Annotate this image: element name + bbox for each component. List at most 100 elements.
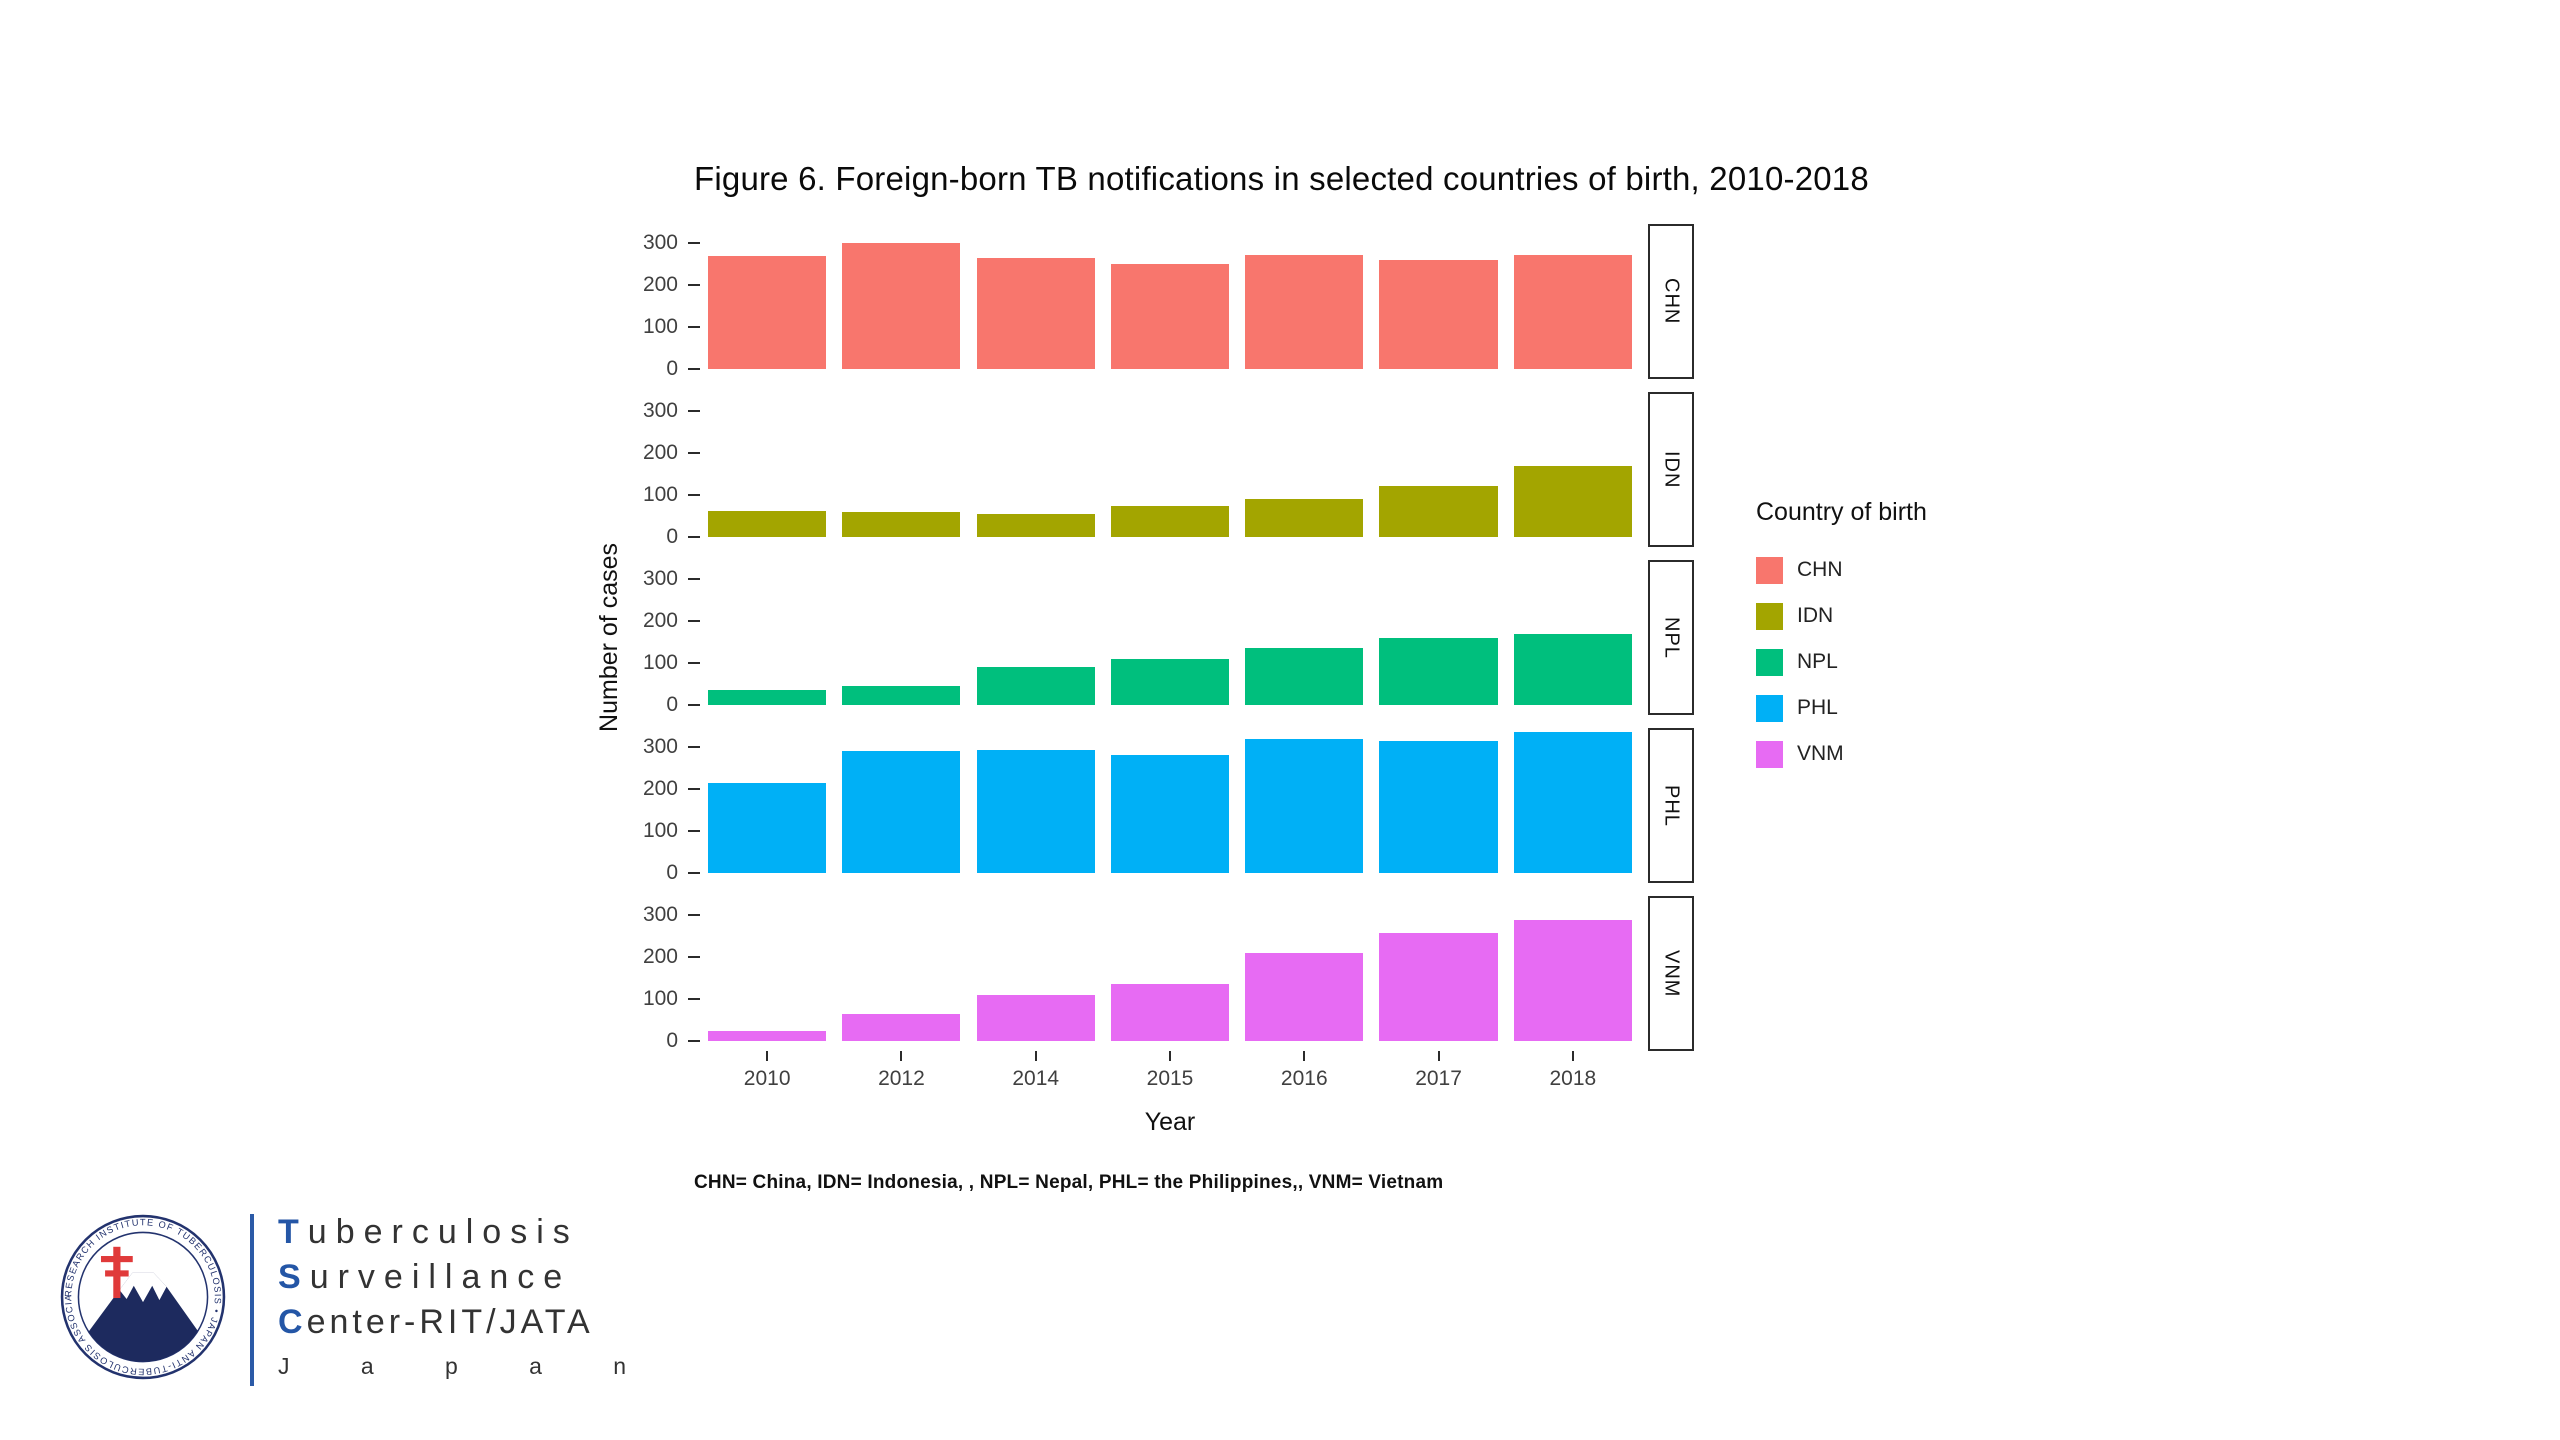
x-tick-mark bbox=[1303, 1051, 1306, 1061]
bar-vnm-2016 bbox=[1245, 952, 1364, 1041]
y-tick-mark bbox=[688, 284, 700, 286]
facet-strip-idn: IDN bbox=[1648, 392, 1694, 547]
bar-chn-2010 bbox=[708, 255, 827, 369]
bar-vnm-2015 bbox=[1110, 984, 1230, 1041]
legend-swatch bbox=[1756, 648, 1783, 676]
bar-npl-2018 bbox=[1513, 633, 1632, 705]
y-tick-label: 100 bbox=[642, 819, 678, 842]
faceted-bar-chart: 0 100 200 300 CHN 0 100 200 300 IDN 0 100 200 300 NPL 0… bbox=[560, 224, 1720, 1090]
bar-chn-2012 bbox=[842, 243, 961, 369]
y-tick-label: 300 bbox=[642, 399, 678, 422]
y-tick-label: 100 bbox=[642, 651, 678, 674]
bar-chn-2016 bbox=[1245, 254, 1364, 369]
y-tick-label: 300 bbox=[642, 567, 678, 590]
facet-strip-phl: PHL bbox=[1648, 728, 1694, 883]
y-tick-label: 0 bbox=[666, 525, 678, 548]
x-tick-label: 2012 bbox=[878, 1067, 925, 1090]
bar-npl-2015 bbox=[1110, 658, 1230, 705]
cross-of-lorraine-icon bbox=[100, 1246, 133, 1299]
facet-panel-phl bbox=[700, 728, 1640, 883]
y-tick-label: 300 bbox=[642, 903, 678, 926]
y-tick-mark bbox=[688, 326, 700, 328]
footnote: CHN= China, IDN= Indonesia, , NPL= Nepal… bbox=[694, 1172, 1444, 1193]
facet-panel-vnm bbox=[700, 896, 1640, 1051]
y-tick-mark bbox=[688, 872, 700, 874]
logo-accent-letter: C bbox=[278, 1303, 307, 1341]
bar-vnm-2012 bbox=[842, 1013, 961, 1041]
bar-idn-2014 bbox=[976, 513, 1095, 537]
x-tick-label: 2016 bbox=[1280, 1067, 1328, 1090]
y-tick-mark bbox=[688, 452, 700, 454]
x-axis-title: Year bbox=[1144, 1108, 1196, 1136]
legend-item-idn: IDN bbox=[1756, 593, 1927, 639]
facet-strip-label: NPL bbox=[1660, 616, 1683, 659]
logo-divider bbox=[250, 1214, 254, 1386]
bar-npl-2016 bbox=[1245, 648, 1364, 705]
bar-phl-2018 bbox=[1513, 732, 1632, 873]
facet-strip-npl: NPL bbox=[1648, 560, 1694, 715]
legend-swatch bbox=[1756, 602, 1783, 630]
y-tick-label: 100 bbox=[642, 315, 678, 338]
legend-label: CHN bbox=[1797, 558, 1843, 581]
x-tick-mark bbox=[900, 1051, 903, 1061]
x-tick-mark bbox=[766, 1051, 769, 1061]
logo-accent-letter: S bbox=[278, 1258, 310, 1296]
bar-vnm-2010 bbox=[708, 1030, 827, 1041]
legend-item-vnm: VNM bbox=[1756, 731, 1927, 777]
legend-item-npl: NPL bbox=[1756, 639, 1927, 685]
bar-idn-2017 bbox=[1379, 485, 1498, 537]
legend-swatch bbox=[1756, 694, 1783, 722]
bar-phl-2014 bbox=[976, 750, 1095, 873]
bar-chn-2018 bbox=[1513, 254, 1632, 369]
logo-line-tuberculosis: Tuberculosis bbox=[278, 1213, 579, 1251]
x-tick-label: 2018 bbox=[1549, 1067, 1597, 1090]
bar-npl-2012 bbox=[842, 686, 961, 705]
y-tick-mark bbox=[688, 620, 700, 622]
legend-items: CHN IDN NPL PHL VNM bbox=[1756, 547, 1927, 777]
tsc-logo-icon: RESEARCH INSTITUTE OF TUBERCULOSIS • JAP… bbox=[60, 1214, 226, 1380]
facet-panel-idn bbox=[700, 392, 1640, 547]
logo-line-surveillance: Surveillance bbox=[278, 1258, 572, 1296]
y-tick-label: 100 bbox=[642, 987, 678, 1010]
y-tick-label: 100 bbox=[642, 483, 678, 506]
y-tick-label: 200 bbox=[642, 945, 678, 968]
bar-vnm-2017 bbox=[1379, 932, 1498, 1041]
bar-phl-2012 bbox=[842, 751, 961, 873]
y-tick-mark bbox=[688, 788, 700, 790]
bar-idn-2016 bbox=[1245, 499, 1364, 537]
y-tick-mark bbox=[688, 998, 700, 1000]
y-tick-mark bbox=[688, 578, 700, 580]
y-tick-mark bbox=[688, 536, 700, 538]
x-tick-label: 2015 bbox=[1146, 1067, 1194, 1090]
bar-vnm-2014 bbox=[976, 994, 1095, 1041]
x-tick-label: 2010 bbox=[743, 1067, 791, 1090]
logo-text: Tuberculosis Surveillance Center-RIT/JAT… bbox=[278, 1210, 626, 1380]
bar-idn-2012 bbox=[842, 511, 961, 537]
legend-swatch bbox=[1756, 740, 1783, 768]
facet-strip-label: VNM bbox=[1660, 949, 1683, 998]
bar-chn-2017 bbox=[1379, 259, 1498, 369]
facet-strip-label: PHL bbox=[1660, 784, 1683, 827]
legend-title: Country of birth bbox=[1756, 498, 1927, 526]
y-tick-label: 300 bbox=[642, 735, 678, 758]
x-tick-label: 2017 bbox=[1415, 1067, 1462, 1090]
y-tick-label: 0 bbox=[666, 693, 678, 716]
legend-label: NPL bbox=[1797, 650, 1838, 673]
bar-npl-2010 bbox=[708, 690, 827, 705]
bar-idn-2015 bbox=[1110, 505, 1230, 537]
bar-npl-2014 bbox=[976, 667, 1095, 705]
logo-line-center: Center-RIT/JATA bbox=[278, 1303, 594, 1341]
y-tick-mark bbox=[688, 746, 700, 748]
facet-strip-label: IDN bbox=[1660, 450, 1683, 489]
legend: Country of birth CHN IDN NPL PHL VNM bbox=[1756, 498, 1927, 777]
facet-panel-chn bbox=[700, 224, 1640, 379]
y-tick-label: 200 bbox=[642, 609, 678, 632]
y-tick-label: 200 bbox=[642, 441, 678, 464]
x-tick-mark bbox=[1571, 1051, 1574, 1061]
bar-chn-2014 bbox=[976, 257, 1095, 369]
bar-idn-2018 bbox=[1513, 465, 1632, 537]
bar-phl-2015 bbox=[1110, 755, 1230, 873]
bar-phl-2010 bbox=[708, 782, 827, 873]
